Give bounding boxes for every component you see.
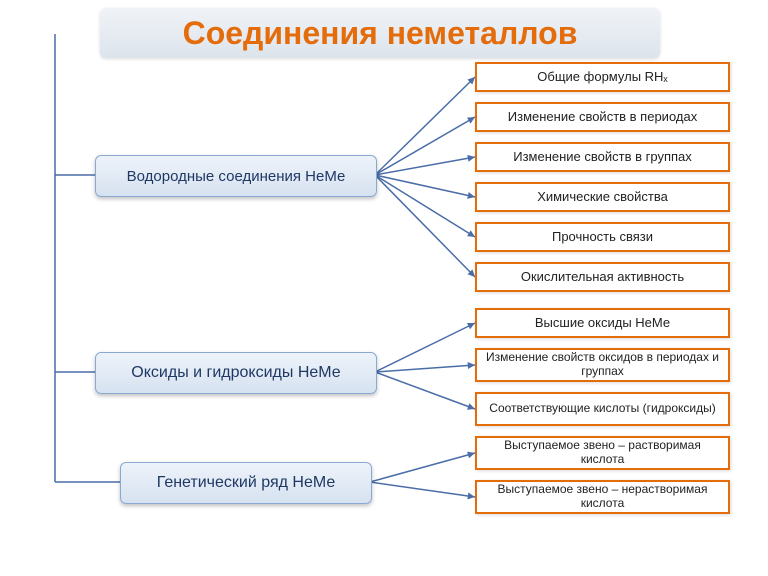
leaf-box: Изменение свойств в периодах xyxy=(475,102,730,132)
leaf-box: Изменение свойств оксидов в периодах и г… xyxy=(475,348,730,382)
leaf-label: Изменение свойств в периодах xyxy=(508,110,697,125)
leaf-box: Общие формулы RHₓ xyxy=(475,62,730,92)
leaf-box: Высшие оксиды НеМе xyxy=(475,308,730,338)
leaf-label: Выступаемое звено – нерастворимая кислот… xyxy=(481,483,724,511)
leaf-box: Выступаемое звено – растворимая кислота xyxy=(475,436,730,470)
diagram-title-box: Соединения неметаллов xyxy=(100,8,660,58)
leaf-label: Выступаемое звено – растворимая кислота xyxy=(481,439,724,467)
category-hydrogen: Водородные соединения НеМе xyxy=(95,155,377,197)
category-label: Генетический ряд НеМе xyxy=(157,474,336,492)
leaf-label: Изменение свойств оксидов в периодах и г… xyxy=(481,351,724,379)
diagram-title: Соединения неметаллов xyxy=(183,15,578,52)
leaf-box: Соответствующие кислоты (гидроксиды) xyxy=(475,392,730,426)
leaf-box: Выступаемое звено – нерастворимая кислот… xyxy=(475,480,730,514)
leaf-label: Высшие оксиды НеМе xyxy=(535,316,670,331)
category-label: Оксиды и гидроксиды НеМе xyxy=(131,364,340,382)
category-oxides: Оксиды и гидроксиды НеМе xyxy=(95,352,377,394)
leaf-box: Химические свойства xyxy=(475,182,730,212)
leaf-label: Прочность связи xyxy=(552,230,653,245)
category-genetic: Генетический ряд НеМе xyxy=(120,462,372,504)
leaf-label: Изменение свойств в группах xyxy=(513,150,692,165)
leaf-box: Прочность связи xyxy=(475,222,730,252)
leaf-box: Окислительная активность xyxy=(475,262,730,292)
leaf-label: Окислительная активность xyxy=(521,270,684,285)
leaf-label: Химические свойства xyxy=(537,190,668,205)
leaf-label: Общие формулы RHₓ xyxy=(537,70,667,85)
leaf-box: Изменение свойств в группах xyxy=(475,142,730,172)
category-label: Водородные соединения НеМе xyxy=(127,168,346,185)
leaf-label: Соответствующие кислоты (гидроксиды) xyxy=(489,402,715,416)
